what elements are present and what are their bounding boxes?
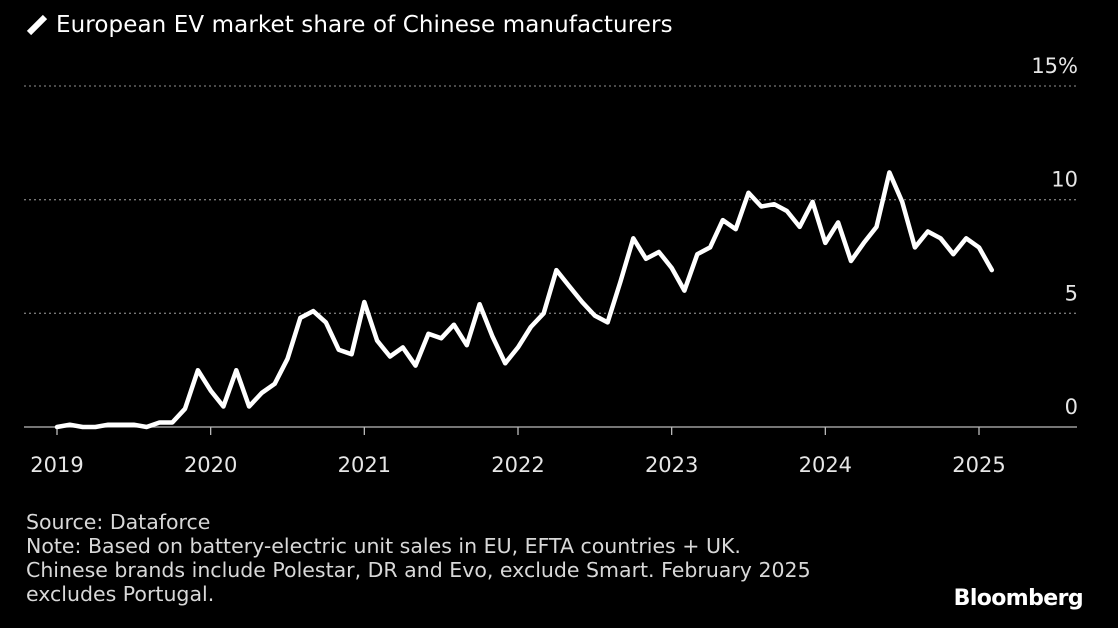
x-tick-label: 2020 <box>184 453 237 477</box>
chart-footer: Source: Dataforce Note: Based on battery… <box>26 510 811 606</box>
bloomberg-logo: Bloomberg <box>953 586 1084 611</box>
x-tick-label: 2025 <box>952 453 1005 477</box>
x-axis: 2019 2020 2021 2022 2023 2024 2025 <box>30 427 1006 477</box>
gridlines <box>24 85 1077 314</box>
note-line-3: excludes Portugal. <box>26 582 215 606</box>
note-line-1: Note: Based on battery-electric unit sal… <box>26 534 741 558</box>
x-tick-label: 2021 <box>338 453 391 477</box>
series-line <box>54 170 995 430</box>
note-line-2: Chinese brands include Polestar, DR and … <box>26 558 811 582</box>
source-note: Source: Dataforce <box>26 510 211 534</box>
chart-title-text: European EV market share of Chinese manu… <box>56 12 673 38</box>
pencil-slash-icon <box>26 14 48 36</box>
line-chart: 0 5 10 15% 2019 2020 2021 2022 2023 2024 2025 <box>24 54 1078 477</box>
chart-title: European EV market share of Chinese manu… <box>26 12 673 38</box>
series-layer <box>54 170 995 430</box>
x-tick-label: 2022 <box>491 453 544 477</box>
x-tick-label: 2023 <box>645 453 698 477</box>
y-tick-label: 10 <box>1051 168 1078 192</box>
x-tick-label: 2024 <box>799 453 852 477</box>
y-tick-label: 0 <box>1065 395 1078 419</box>
y-tick-label: 5 <box>1065 281 1078 305</box>
y-tick-label: 15% <box>1031 54 1078 78</box>
x-tick-label: 2019 <box>30 453 83 477</box>
y-axis-labels: 0 5 10 15% <box>1031 54 1078 419</box>
